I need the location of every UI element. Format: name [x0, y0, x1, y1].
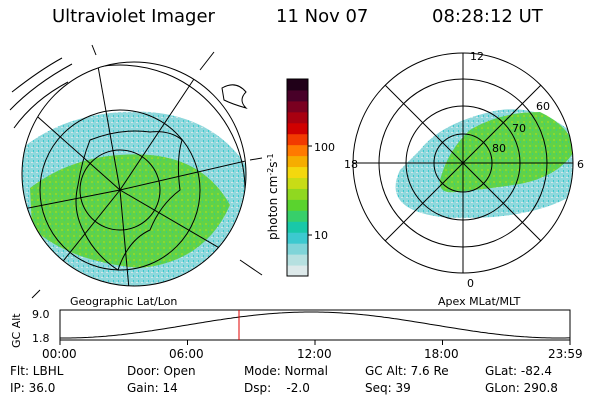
- mlat-label-80: 80: [492, 142, 506, 155]
- filter-readout: Flt: LBHL: [10, 364, 64, 378]
- observation-date: 11 Nov 07: [276, 6, 369, 27]
- orbit-xtick-1800: 18:00: [424, 347, 459, 361]
- colorbar-swatch: [287, 111, 308, 124]
- colorbar-swatch: [287, 243, 308, 255]
- geographic-image-panel: [9, 44, 263, 299]
- colorbar-tick-100: 100: [314, 141, 335, 154]
- colorbar-swatch: [287, 133, 308, 146]
- mlt-label-0: 0: [467, 277, 474, 290]
- image-disk-edge: [21, 61, 247, 287]
- colorbar-swatch: [287, 79, 308, 91]
- orbit-xtick-0600: 06:00: [169, 347, 204, 361]
- colorbar-label: photon cm-2s-1: [266, 153, 280, 240]
- colorbar-swatch: [287, 265, 308, 277]
- geographic-caption: Geographic Lat/Lon: [70, 295, 178, 308]
- magnetic-image-panel: [352, 52, 574, 274]
- door-readout: Door: Open: [127, 364, 196, 378]
- mlt-label-6: 6: [577, 158, 584, 171]
- colorbar-swatch: [287, 188, 308, 200]
- colorbar-swatch: [287, 210, 308, 222]
- orbit-ytick-bottom: 1.8: [32, 332, 50, 345]
- colorbar-swatch: [287, 89, 308, 102]
- colorbar-swatch: [287, 232, 308, 244]
- orbit-altitude-plot: [59, 309, 571, 345]
- glon-readout: GLon: 290.8: [485, 381, 558, 395]
- mode-readout: Mode: Normal: [244, 364, 328, 378]
- colorbar-swatch: [287, 166, 308, 178]
- sequence-readout: Seq: 39: [365, 381, 411, 395]
- colorbar-swatch: [287, 122, 308, 135]
- gain-readout: Gain: 14: [127, 381, 178, 395]
- colorbar-swatch: [287, 177, 308, 189]
- coastline: [75, 130, 183, 271]
- colorbar: [286, 78, 312, 277]
- coastline: [221, 84, 248, 110]
- colorbar-swatch: [287, 221, 308, 233]
- gc-alt-readout: GC Alt: 7.6 Re: [365, 364, 449, 378]
- mlt-label-18: 18: [344, 158, 358, 171]
- orbit-xtick-1200: 12:00: [297, 347, 332, 361]
- orbit-xtick-0000: 00:00: [42, 347, 77, 361]
- mlat-label-70: 70: [512, 122, 526, 135]
- glat-readout: GLat: -82.4: [485, 364, 552, 378]
- orbit-ytick-top: 9.0: [32, 308, 50, 321]
- orbit-ylabel: GC Alt: [10, 313, 23, 348]
- colorbar-tick-10: 10: [314, 229, 328, 242]
- colorbar-swatch: [287, 254, 308, 266]
- colorbar-swatch: [287, 144, 308, 157]
- mlt-label-12: 12: [470, 50, 484, 63]
- instrument-title: Ultraviolet Imager: [52, 6, 215, 27]
- mlat-label-60: 60: [536, 100, 550, 113]
- orbit-xtick-2359: 23:59: [548, 347, 583, 361]
- altitude-curve: [60, 311, 570, 339]
- colorbar-frame: [286, 78, 309, 277]
- ip-readout: IP: 36.0: [10, 381, 56, 395]
- dsp-readout: Dsp: -2.0: [244, 381, 310, 395]
- colorbar-swatch: [287, 100, 308, 113]
- colorbar-swatch: [287, 199, 308, 211]
- observation-time: 08:28:12 UT: [432, 6, 543, 27]
- colorbar-swatch: [287, 155, 308, 168]
- magnetic-caption: Apex MLat/MLT: [438, 295, 521, 308]
